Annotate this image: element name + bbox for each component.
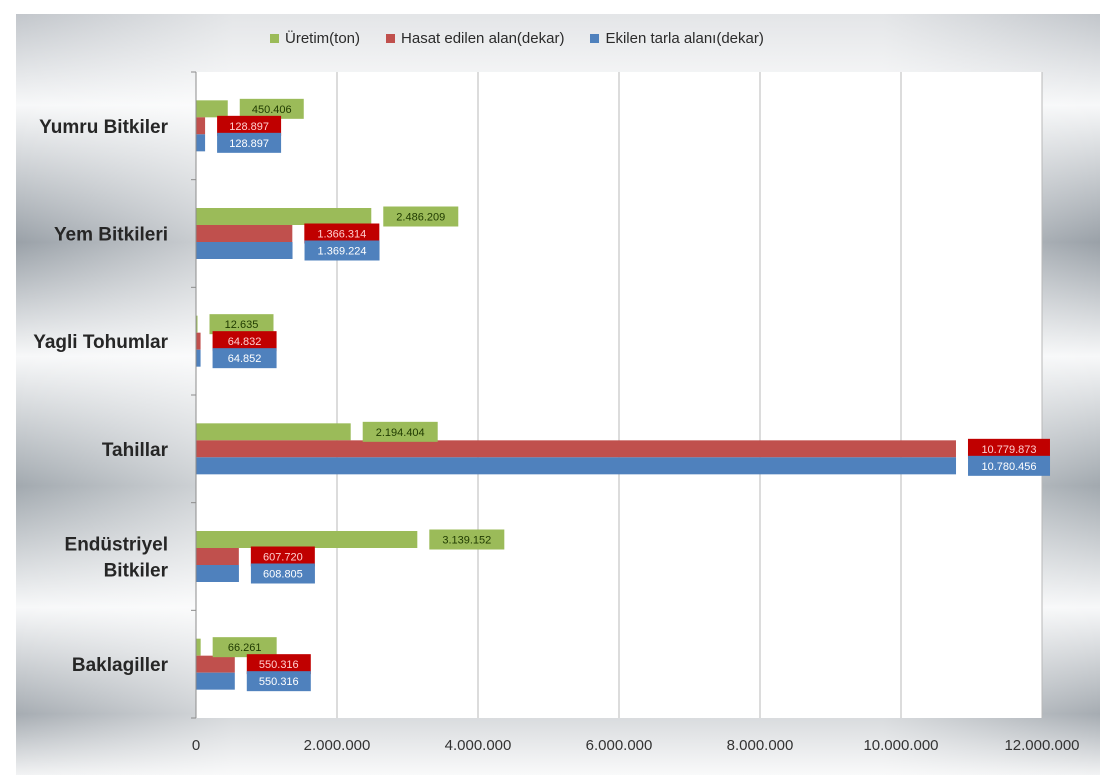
category-label: Yem Bitkileri — [54, 225, 168, 246]
data-label: 128.897 — [229, 121, 269, 133]
bar-series-2 — [196, 565, 239, 582]
bar-series-0 — [196, 423, 351, 441]
bar-series-1 — [196, 225, 293, 242]
legend-item-hasat: Hasat edilen alan(dekar) — [386, 30, 564, 47]
bar-series-2 — [196, 134, 206, 152]
data-label: 1.369.224 — [318, 246, 367, 258]
x-tick-label: 4.000.000 — [445, 737, 512, 754]
x-tick-label: 10.000.000 — [863, 737, 938, 754]
x-tick-label: 2.000.000 — [304, 737, 371, 754]
data-label: 128.897 — [229, 138, 269, 150]
bar-series-1 — [196, 440, 956, 458]
data-label: 64.852 — [228, 353, 262, 365]
legend-swatch-hasat — [386, 34, 396, 43]
bar-series-2 — [196, 672, 235, 690]
x-tick-label: 6.000.000 — [586, 737, 653, 754]
data-label-box — [250, 563, 315, 584]
data-label: 450.406 — [252, 104, 292, 116]
legend-item-uretim: Üretim(ton) — [270, 30, 360, 47]
data-label-box — [246, 654, 311, 675]
category-label: Endüstriyel — [65, 535, 168, 556]
data-label: 550.316 — [259, 676, 299, 688]
bar-series-0 — [196, 531, 418, 548]
x-tick-label: 8.000.000 — [727, 737, 794, 754]
data-label-box — [304, 223, 380, 244]
category-label: Baklagiller — [72, 655, 169, 676]
data-label-box — [362, 421, 438, 442]
bar-series-0 — [196, 100, 228, 118]
data-label-box — [217, 115, 282, 136]
data-label: 550.316 — [259, 659, 299, 671]
bar-series-2 — [196, 242, 293, 259]
data-label: 607.720 — [263, 552, 303, 564]
data-label-box — [217, 132, 282, 153]
data-label-box — [304, 240, 380, 261]
data-label-box — [429, 529, 505, 550]
legend-swatch-uretim — [270, 34, 279, 43]
data-label: 12.635 — [225, 319, 259, 331]
data-label-box — [246, 671, 311, 692]
bar-series-1 — [196, 117, 206, 135]
data-label: 10.780.456 — [981, 461, 1036, 473]
data-label-box — [967, 438, 1050, 459]
data-label-box — [968, 455, 1051, 476]
x-tick-label: 12.000.000 — [1004, 737, 1079, 754]
data-label-box — [212, 637, 277, 658]
data-label: 10.779.873 — [981, 444, 1036, 456]
data-label-box — [383, 206, 459, 227]
data-label-box — [212, 348, 277, 369]
bar-series-2 — [196, 457, 957, 475]
bar-series-1 — [196, 548, 239, 565]
data-label: 608.805 — [263, 569, 303, 581]
data-label: 1.366.314 — [317, 229, 366, 241]
category-label: Bitkiler — [104, 561, 169, 582]
legend-label-ekilen: Ekilen tarla alanı(dekar) — [605, 30, 764, 47]
data-label: 64.832 — [228, 336, 262, 348]
data-label-box — [209, 314, 274, 335]
chart-legend: Üretim(ton) Hasat edilen alan(dekar) Eki… — [270, 30, 764, 47]
legend-label-hasat: Hasat edilen alan(dekar) — [401, 30, 565, 47]
data-label-box — [250, 546, 315, 567]
x-tick-label: 0 — [192, 737, 200, 754]
category-label: Yumru Bitkiler — [39, 117, 168, 138]
data-label-box — [239, 98, 304, 119]
data-label: 2.486.209 — [396, 212, 445, 224]
data-label: 66.261 — [228, 642, 262, 654]
bar-series-0 — [196, 208, 372, 225]
category-label: Tahillar — [102, 440, 169, 461]
bar-series-2 — [196, 349, 201, 367]
legend-label-uretim: Üretim(ton) — [285, 30, 361, 47]
data-label: 3.139.152 — [442, 535, 491, 547]
data-label-box — [212, 331, 277, 352]
bar-series-0 — [196, 638, 201, 656]
bar-series-0 — [196, 315, 198, 333]
legend-swatch-ekilen — [590, 34, 600, 43]
bar-series-1 — [196, 655, 235, 673]
bar-series-1 — [196, 332, 201, 350]
legend-item-ekilen: Ekilen tarla alanı(dekar) — [590, 30, 764, 47]
category-label: Yagli Tohumlar — [33, 332, 168, 353]
data-label: 2.194.404 — [376, 427, 425, 439]
